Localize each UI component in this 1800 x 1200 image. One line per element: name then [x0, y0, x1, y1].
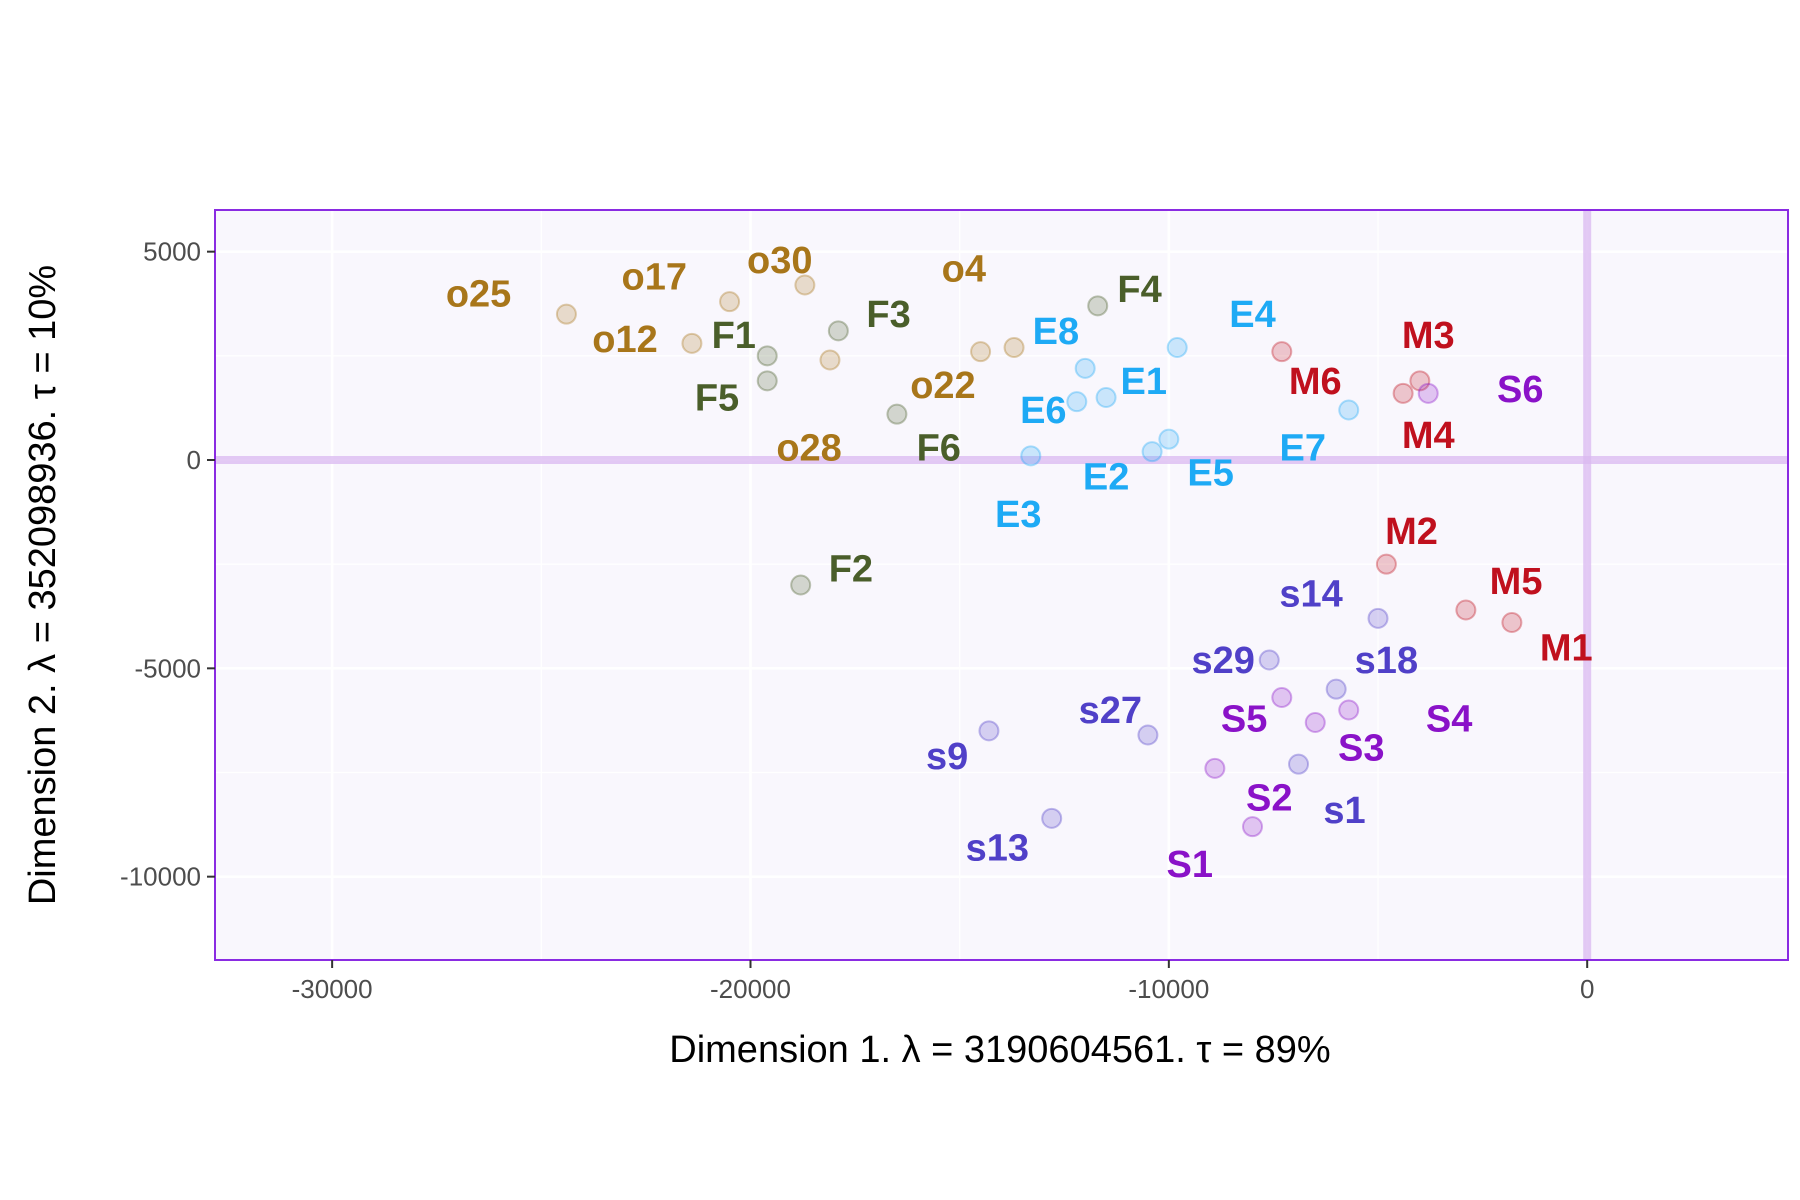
- x-axis-title: Dimension 1. λ = 3190604561. τ = 89%: [669, 1029, 1330, 1071]
- point-label-S1: S1: [1167, 844, 1213, 886]
- point-label-E6: E6: [1020, 390, 1066, 432]
- data-point-o30: [794, 274, 816, 296]
- data-point-s18: [1325, 678, 1347, 700]
- data-point-F3: [827, 320, 849, 342]
- x-tick-label: 0: [1580, 974, 1594, 1004]
- point-label-F3: F3: [866, 294, 910, 336]
- point-label-M6: M6: [1289, 361, 1342, 403]
- data-point-E5: [1158, 428, 1180, 450]
- point-label-s13: s13: [966, 828, 1029, 870]
- point-label-F6: F6: [917, 428, 961, 470]
- point-label-E4: E4: [1229, 294, 1275, 336]
- point-label-E2: E2: [1083, 457, 1129, 499]
- point-label-M1: M1: [1540, 628, 1593, 670]
- data-point-S6: [1417, 382, 1439, 404]
- point-label-o25: o25: [446, 273, 511, 315]
- point-label-F2: F2: [829, 548, 873, 590]
- data-point-s14: [1367, 607, 1389, 629]
- data-point-E2: [1141, 441, 1163, 463]
- point-label-o28: o28: [776, 428, 841, 470]
- data-point-s13: [1041, 807, 1063, 829]
- y-tick-label: 0: [187, 445, 201, 475]
- data-point-E3: [1020, 445, 1042, 467]
- y-tick-label: -5000: [135, 653, 202, 683]
- data-point-o28: [819, 349, 841, 371]
- point-label-F1: F1: [712, 315, 756, 357]
- y-axis-ticks: 5000 0 -5000 -10000: [120, 237, 215, 892]
- point-label-s18: s18: [1355, 640, 1418, 682]
- point-label-E1: E1: [1120, 361, 1166, 403]
- point-label-o17: o17: [622, 257, 687, 299]
- data-point-F4: [1087, 295, 1109, 317]
- data-point-E8: [1074, 357, 1096, 379]
- data-point-M5: [1455, 599, 1477, 621]
- point-label-F5: F5: [695, 378, 739, 420]
- data-point-s1: [1288, 753, 1310, 775]
- data-point-o4: [1003, 337, 1025, 358]
- x-tick-label: -20000: [710, 974, 791, 1004]
- grid-lines: [215, 210, 1788, 960]
- data-point-o12: [681, 332, 703, 354]
- reference-lines: [215, 210, 1788, 960]
- point-label-M5: M5: [1490, 561, 1543, 603]
- plot-panel: [215, 210, 1788, 960]
- data-point-S5: [1271, 687, 1293, 708]
- x-tick-label: -10000: [1128, 974, 1209, 1004]
- point-label-E3: E3: [995, 494, 1041, 536]
- data-point-o25: [555, 303, 577, 325]
- point-label-o4: o4: [942, 248, 986, 290]
- data-point-E4: [1166, 337, 1188, 358]
- data-point-F6: [886, 403, 908, 425]
- y-tick-label: 5000: [143, 237, 201, 267]
- point-label-S6: S6: [1497, 369, 1543, 411]
- data-point-M6: [1271, 341, 1293, 363]
- data-point-o17: [719, 291, 741, 313]
- point-label-s27: s27: [1079, 690, 1142, 732]
- y-axis-title: Dimension 2. λ = 352098936. τ = 10%: [22, 265, 64, 905]
- point-label-S2: S2: [1246, 778, 1292, 820]
- data-point-E7: [1338, 399, 1360, 421]
- point-label-S4: S4: [1426, 698, 1472, 740]
- data-point-s9: [978, 720, 1000, 742]
- data-point-S1: [1204, 757, 1226, 779]
- point-label-o30: o30: [747, 240, 812, 282]
- data-point-F5: [756, 370, 778, 392]
- data-point-F2: [790, 574, 812, 596]
- point-label-E7: E7: [1279, 428, 1325, 470]
- point-label-M4: M4: [1402, 415, 1455, 457]
- plot-border: [214, 209, 1789, 961]
- point-label-E5: E5: [1187, 453, 1233, 495]
- data-point-M3: [1409, 370, 1431, 392]
- data-point-S2: [1242, 816, 1264, 838]
- point-label-s14: s14: [1279, 573, 1342, 615]
- data-point-M1: [1501, 612, 1523, 633]
- point-label-s29: s29: [1192, 640, 1255, 682]
- point-label-s9: s9: [926, 736, 968, 778]
- data-point-F1: [756, 345, 778, 367]
- point-label-o22: o22: [910, 365, 975, 407]
- data-point-E1: [1095, 387, 1117, 408]
- y-tick-label: -10000: [120, 862, 201, 892]
- x-axis-ticks: -30000 -20000 -10000 0: [292, 960, 1594, 1004]
- point-label-M2: M2: [1385, 511, 1438, 553]
- point-label-M3: M3: [1402, 315, 1455, 357]
- data-point-M2: [1375, 553, 1397, 575]
- point-label-S5: S5: [1221, 698, 1267, 740]
- point-label-F4: F4: [1117, 269, 1161, 311]
- data-point-M4: [1392, 382, 1414, 404]
- data-point-E6: [1066, 391, 1088, 413]
- x-tick-label: -30000: [292, 974, 373, 1004]
- data-points: [555, 274, 1523, 838]
- point-label-o12: o12: [592, 319, 657, 361]
- data-point-s27: [1137, 724, 1159, 746]
- data-point-s29: [1258, 649, 1280, 671]
- point-label-s1: s1: [1323, 790, 1365, 832]
- point-label-E8: E8: [1033, 311, 1079, 353]
- data-point-S4: [1338, 699, 1360, 721]
- point-label-S3: S3: [1338, 728, 1384, 770]
- data-point-S3: [1304, 712, 1326, 733]
- point-labels: o25 o17 o30 o12 o4 o22 o28 F1 F5 F3 F4 F6 F2 E8 E6 E1 E4…: [446, 240, 1593, 886]
- data-point-o22: [970, 341, 992, 363]
